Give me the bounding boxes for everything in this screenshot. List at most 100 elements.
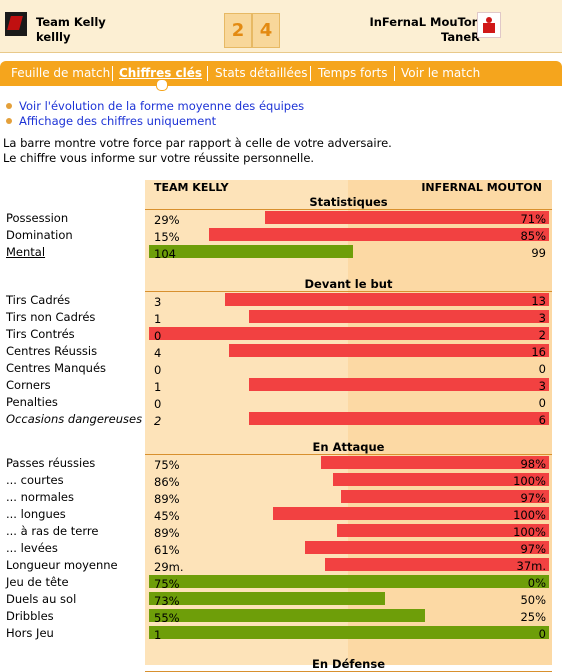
home-stat-value: 29m. bbox=[154, 560, 184, 574]
home-stat-value: 15% bbox=[154, 230, 180, 244]
stat-label: Domination bbox=[6, 228, 73, 242]
away-team-info: InFernaL MouTon TaneR bbox=[369, 15, 480, 45]
away-strength-bar bbox=[265, 211, 549, 224]
home-stat-value: 0 bbox=[154, 397, 162, 411]
home-strength-bar bbox=[149, 626, 549, 639]
away-stat-value: 3 bbox=[538, 379, 546, 393]
home-stat-value: 75% bbox=[154, 577, 180, 591]
away-stat-value: 0 bbox=[538, 362, 546, 376]
away-team-logo[interactable] bbox=[477, 12, 501, 38]
tab-feuille-de-match[interactable]: Feuille de match bbox=[11, 66, 111, 80]
home-manager-name[interactable]: kellly bbox=[36, 30, 71, 44]
section-divider bbox=[145, 291, 552, 292]
active-tab-indicator-icon bbox=[156, 79, 168, 91]
stat-label: Dribbles bbox=[6, 609, 54, 623]
away-strength-bar bbox=[321, 456, 549, 469]
home-stat-value: 55% bbox=[154, 611, 180, 625]
tab-separator bbox=[310, 66, 311, 81]
home-stat-value: 4 bbox=[154, 346, 162, 360]
section-divider bbox=[145, 209, 552, 210]
away-stat-value: 100% bbox=[513, 508, 546, 522]
away-stat-value: 0% bbox=[527, 576, 546, 590]
stat-label: Passes réussies bbox=[6, 456, 96, 470]
bullet-icon bbox=[6, 103, 12, 109]
section-divider bbox=[145, 454, 552, 455]
tab-stats-detaillees[interactable]: Stats détaillées bbox=[215, 66, 308, 80]
home-stat-value: 104 bbox=[154, 247, 176, 261]
tab-separator bbox=[112, 66, 113, 81]
away-stat-value: 0 bbox=[538, 396, 546, 410]
home-strength-bar bbox=[149, 609, 425, 622]
form-evolution-link[interactable]: Voir l'évolution de la forme moyenne des… bbox=[19, 99, 305, 113]
home-stat-value: 45% bbox=[154, 509, 180, 523]
home-stat-value: 3 bbox=[154, 295, 162, 309]
stat-label: ... normales bbox=[6, 490, 74, 504]
away-stat-value: 97% bbox=[520, 542, 546, 556]
home-stat-value: 61% bbox=[154, 543, 180, 557]
home-stat-value: 29% bbox=[154, 213, 180, 227]
stat-label: ... courtes bbox=[6, 473, 64, 487]
home-column-header: TEAM KELLY bbox=[154, 181, 229, 194]
stat-label: Possession bbox=[6, 211, 69, 225]
tab-separator bbox=[207, 66, 208, 81]
stat-label: Duels au sol bbox=[6, 592, 77, 606]
tab-voir-le-match[interactable]: Voir le match bbox=[401, 66, 481, 80]
home-stat-value: 73% bbox=[154, 594, 180, 608]
away-strength-bar bbox=[149, 327, 549, 340]
away-stat-value: 71% bbox=[520, 212, 546, 226]
stat-label: Centres Manqués bbox=[6, 361, 107, 375]
home-stat-value: 1 bbox=[154, 628, 162, 642]
home-stat-value: 1 bbox=[154, 312, 162, 326]
away-manager-name[interactable]: TaneR bbox=[441, 30, 480, 44]
tab-temps-forts[interactable]: Temps forts bbox=[318, 66, 388, 80]
home-strength-bar bbox=[149, 592, 385, 605]
away-stat-value: 97% bbox=[520, 491, 546, 505]
away-stat-value: 85% bbox=[520, 229, 546, 243]
home-team-name[interactable]: Team Kelly bbox=[36, 15, 106, 29]
info-text: Le chiffre vous informe sur votre réussi… bbox=[3, 151, 315, 165]
away-strength-bar bbox=[249, 378, 549, 391]
stat-label: ... levées bbox=[6, 541, 58, 555]
stat-label: Hors Jeu bbox=[6, 626, 54, 640]
home-stat-value: 2 bbox=[154, 414, 162, 428]
section-title: En Attaque bbox=[312, 440, 385, 454]
home-stat-value: 0 bbox=[154, 329, 162, 343]
stat-label[interactable]: Mental bbox=[6, 245, 46, 259]
away-strength-bar bbox=[325, 558, 549, 571]
tab-chiffres-cles[interactable]: Chiffres clés bbox=[119, 66, 203, 80]
section-title: Statistiques bbox=[309, 195, 388, 209]
away-strength-bar bbox=[229, 344, 549, 357]
away-stat-value: 100% bbox=[513, 525, 546, 539]
stat-label: ... longues bbox=[6, 507, 66, 521]
away-column-header: INFERNAL MOUTON bbox=[421, 181, 542, 194]
home-strength-bar bbox=[149, 575, 549, 588]
away-strength-bar bbox=[249, 310, 549, 323]
stat-label: Centres Réussis bbox=[6, 344, 98, 358]
away-strength-bar bbox=[225, 293, 549, 306]
section-title: En Défense bbox=[311, 657, 386, 671]
home-stat-value: 89% bbox=[154, 526, 180, 540]
home-stat-value: 89% bbox=[154, 492, 180, 506]
home-score: 2 bbox=[224, 13, 252, 48]
away-strength-bar bbox=[249, 412, 549, 425]
match-tabs: Feuille de match Chiffres clés Stats dét… bbox=[0, 61, 562, 86]
away-stat-value: 50% bbox=[520, 593, 546, 607]
section-title: Devant le but bbox=[304, 277, 393, 291]
away-stat-value: 6 bbox=[538, 413, 546, 427]
away-strength-bar bbox=[305, 541, 549, 554]
numbers-only-link[interactable]: Affichage des chiffres uniquement bbox=[19, 114, 217, 128]
away-strength-bar bbox=[209, 228, 549, 241]
stat-label: Occasions dangereuses bbox=[6, 412, 143, 426]
stat-label: Penalties bbox=[6, 395, 58, 409]
away-stat-value: 16 bbox=[531, 345, 546, 359]
match-header: Team Kelly kellly 2 4 InFernaL MouTon Ta… bbox=[0, 0, 562, 53]
home-team-logo[interactable] bbox=[5, 12, 27, 36]
away-strength-bar bbox=[337, 524, 549, 537]
stat-label: Corners bbox=[6, 378, 51, 392]
away-strength-bar bbox=[273, 507, 549, 520]
away-stat-value: 0 bbox=[538, 627, 546, 641]
away-stat-value: 100% bbox=[513, 474, 546, 488]
away-team-name[interactable]: InFernaL MouTon bbox=[369, 15, 480, 29]
away-stat-value: 2 bbox=[538, 328, 546, 342]
away-stat-value: 37m. bbox=[516, 559, 547, 573]
